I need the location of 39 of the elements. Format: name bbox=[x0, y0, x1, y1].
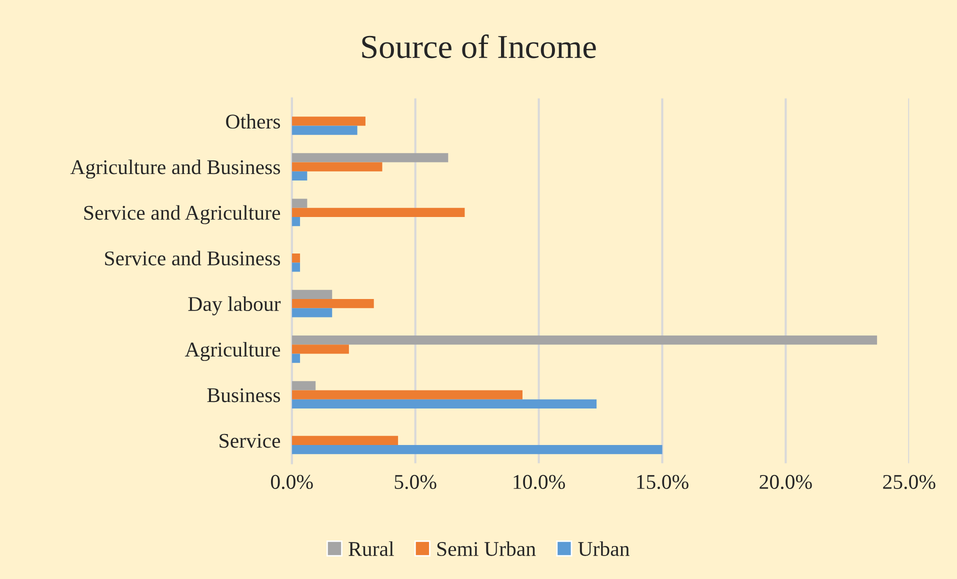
legend-label: Semi Urban bbox=[437, 541, 536, 556]
legend-label: Urban bbox=[578, 541, 630, 556]
x-tick-label: 0.0% bbox=[270, 474, 313, 490]
bar bbox=[292, 308, 332, 318]
y-tick-label: Agriculture and Business bbox=[70, 160, 280, 179]
bar bbox=[292, 354, 300, 363]
bar bbox=[292, 290, 332, 300]
y-tick-label: Agriculture bbox=[184, 342, 280, 361]
y-tick-label: Service and Agriculture bbox=[84, 205, 280, 224]
bar bbox=[292, 344, 349, 354]
x-tick-label: 15.0% bbox=[637, 474, 688, 490]
chart-title: Source of Income bbox=[362, 34, 596, 58]
bar bbox=[292, 381, 316, 390]
bar bbox=[292, 216, 300, 226]
x-tick-label: 10.0% bbox=[514, 474, 565, 490]
bar bbox=[292, 262, 300, 272]
x-tick-label: 20.0% bbox=[760, 474, 812, 490]
y-tick-label: Service bbox=[220, 434, 280, 448]
bar bbox=[292, 208, 465, 217]
bar bbox=[292, 336, 878, 345]
bar bbox=[292, 198, 308, 208]
bar bbox=[292, 299, 374, 308]
y-tick-label: Service and Business bbox=[105, 250, 280, 266]
bar bbox=[292, 153, 448, 162]
bar bbox=[292, 162, 382, 172]
bar bbox=[292, 390, 522, 400]
y-tick-label: Business bbox=[207, 388, 280, 402]
bar bbox=[292, 436, 398, 445]
bar bbox=[292, 116, 366, 126]
y-tick-label: Day labour bbox=[188, 296, 281, 316]
bar bbox=[292, 399, 597, 408]
bar bbox=[292, 126, 358, 135]
bar bbox=[292, 253, 300, 263]
x-tick-label: 25.0% bbox=[883, 474, 936, 490]
x-tick-label: 5.0% bbox=[394, 474, 436, 490]
y-tick-label: Others bbox=[226, 114, 280, 129]
bar bbox=[292, 444, 662, 454]
legend-label: Rural bbox=[348, 541, 394, 556]
bar bbox=[292, 171, 308, 181]
